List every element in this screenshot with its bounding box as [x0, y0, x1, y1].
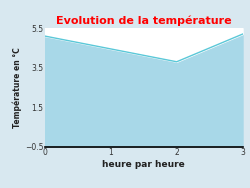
Title: Evolution de la température: Evolution de la température: [56, 16, 232, 26]
Y-axis label: Température en °C: Température en °C: [13, 47, 22, 128]
X-axis label: heure par heure: heure par heure: [102, 160, 185, 169]
